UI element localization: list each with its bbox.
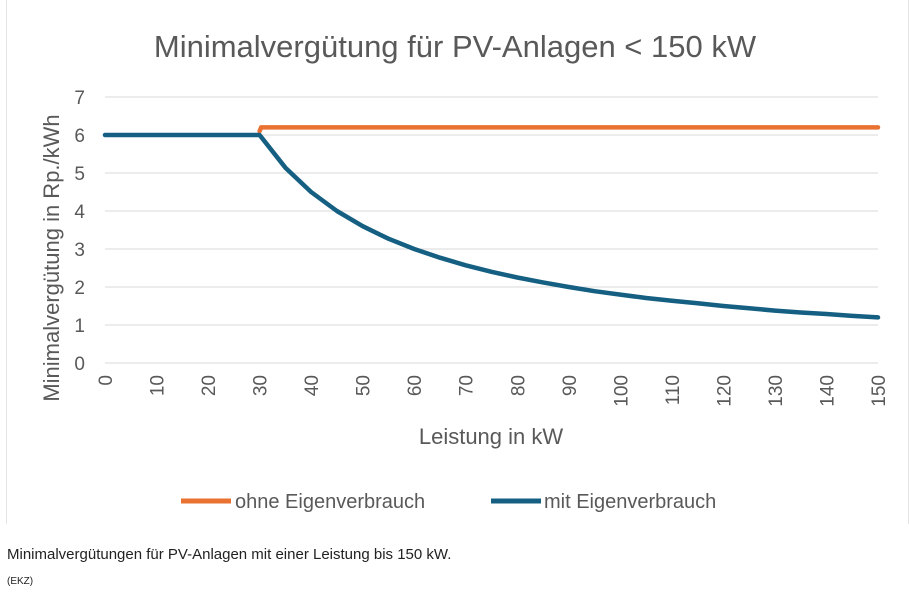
chart-title: Minimalvergütung für PV-Anlagen < 150 kW <box>154 29 757 64</box>
figure-caption: Minimalvergütungen für PV-Anlagen mit ei… <box>7 546 452 563</box>
y-axis-ticks: 0 1 2 3 4 5 6 7 <box>74 88 85 375</box>
x-tick-label: 130 <box>766 375 787 407</box>
y-tick-label: 3 <box>74 240 85 261</box>
legend-label-ohne-eigenverbrauch: ohne Eigenverbrauch <box>235 491 425 513</box>
x-tick-label: 110 <box>663 375 684 405</box>
series-line-1 <box>102 132 881 320</box>
y-tick-label: 4 <box>74 202 85 223</box>
y-tick-label: 2 <box>74 278 85 299</box>
x-tick-label: 140 <box>817 375 838 407</box>
x-tick-label: 10 <box>148 375 169 396</box>
x-tick-label: 100 <box>611 375 632 407</box>
y-tick-label: 6 <box>74 126 85 147</box>
x-tick-label: 150 <box>869 375 890 407</box>
x-tick-label: 80 <box>508 375 529 396</box>
x-tick-label: 40 <box>302 375 323 396</box>
line-chart: Minimalvergütung für PV-Anlagen < 150 kW… <box>39 29 890 513</box>
x-tick-label: 120 <box>714 375 735 407</box>
series-line-0 <box>257 125 881 134</box>
grid-lines <box>105 96 878 364</box>
x-tick-label: 20 <box>199 375 220 396</box>
x-tick-label: 30 <box>251 375 272 396</box>
x-tick-label: 60 <box>405 375 426 396</box>
x-axis-label: Leistung in kW <box>419 424 564 449</box>
y-tick-label: 1 <box>74 316 85 337</box>
legend: ohne Eigenverbrauch mit Eigenverbrauch <box>181 491 716 513</box>
x-tick-label: 90 <box>560 375 581 396</box>
y-axis-label: Minimalvergütung in Rp./kWh <box>39 114 64 401</box>
figure-source: (EKZ) <box>7 576 34 587</box>
x-tick-label: 0 <box>96 375 117 386</box>
y-tick-label: 0 <box>74 354 85 375</box>
series-lines <box>102 125 881 320</box>
y-tick-label: 5 <box>74 164 85 185</box>
y-tick-label: 7 <box>74 88 85 109</box>
legend-label-mit-eigenverbrauch: mit Eigenverbrauch <box>544 491 716 513</box>
x-tick-label: 70 <box>457 375 478 396</box>
x-tick-label: 50 <box>354 375 375 396</box>
x-axis-ticks: 0 10 20 30 40 50 60 70 80 90 100 110 120 130 140 150 <box>96 375 890 407</box>
